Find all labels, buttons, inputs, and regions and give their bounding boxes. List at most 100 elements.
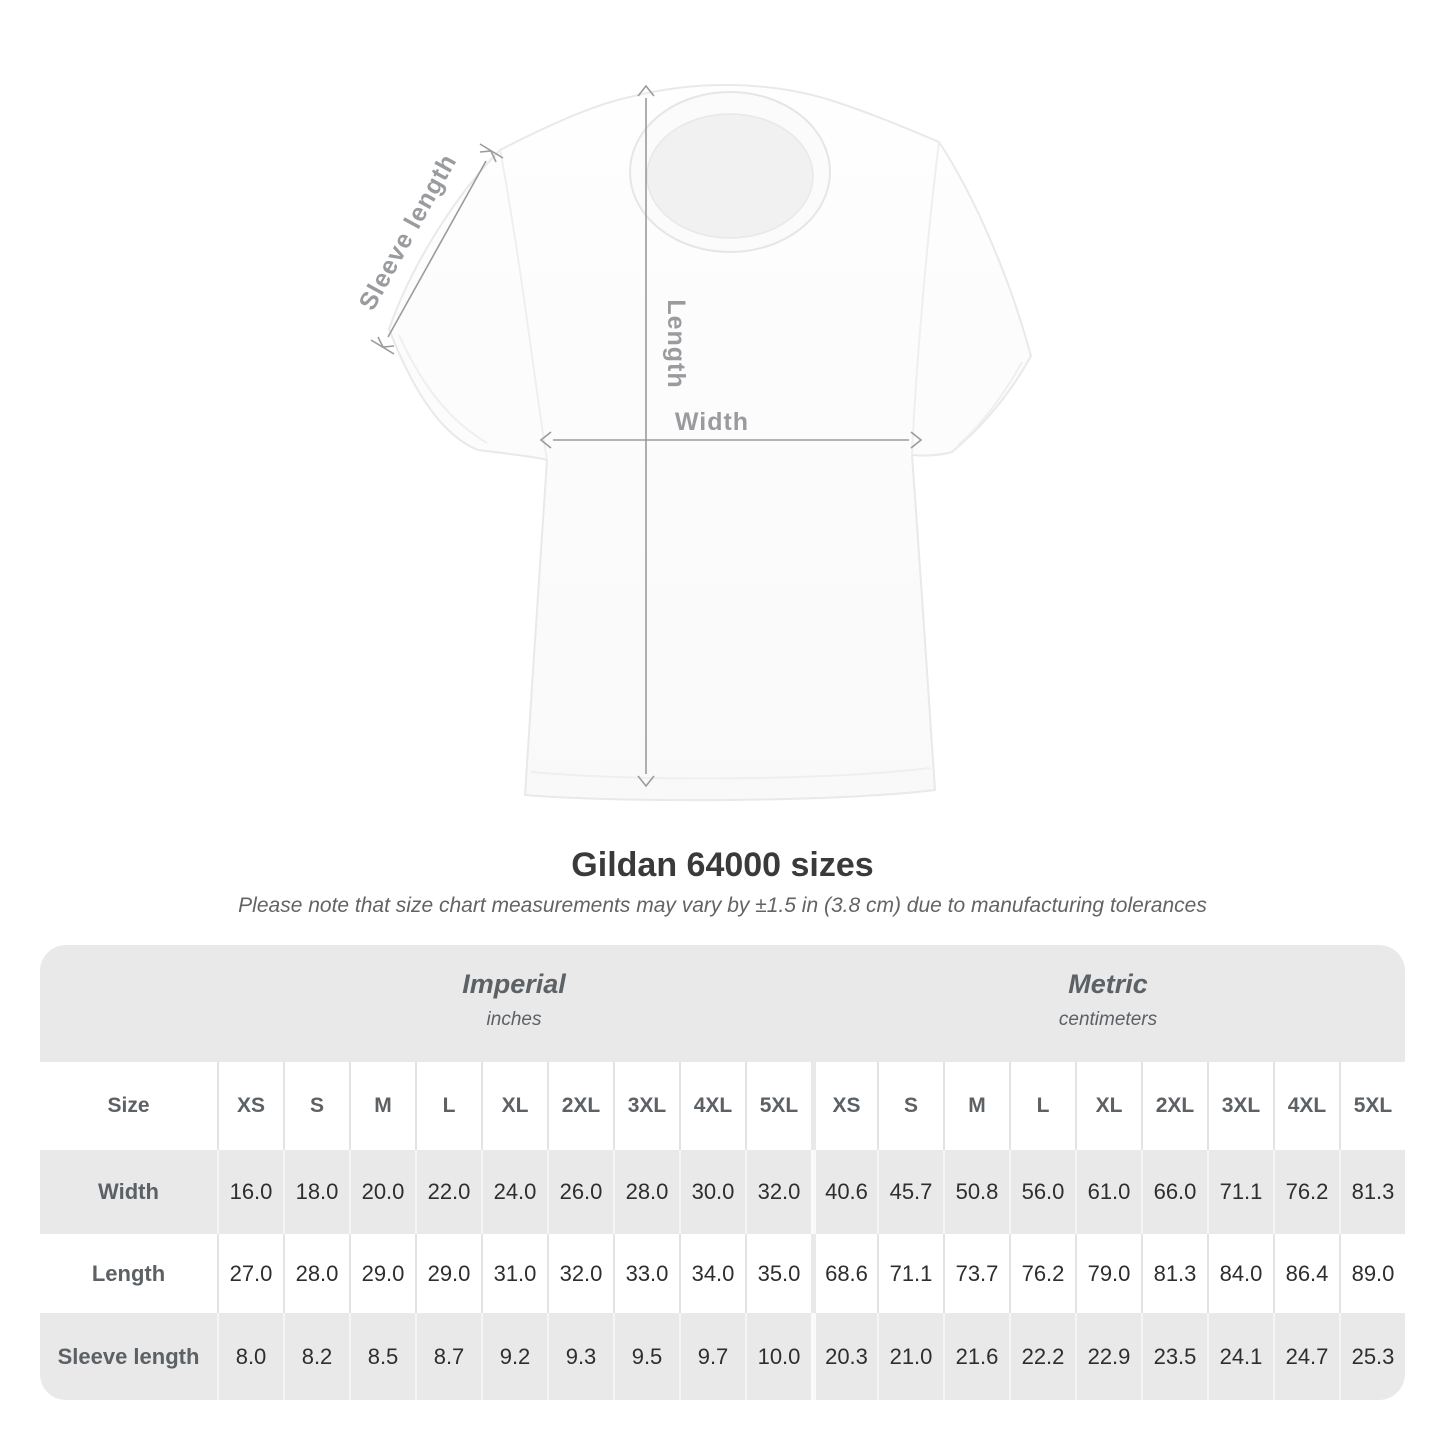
cell-imperial: 34.0	[679, 1234, 745, 1313]
section-header-imperial: Imperial inches	[217, 945, 811, 1062]
cell-imperial: 22.0	[415, 1150, 481, 1234]
sleeve-length-arrow	[370, 143, 504, 355]
cell-metric: 25.3	[1339, 1313, 1405, 1400]
cell-imperial: 8.7	[415, 1313, 481, 1400]
tshirt-body	[387, 83, 1033, 802]
cell-imperial: 24.0	[481, 1150, 547, 1234]
length-arrow	[637, 84, 655, 788]
size-col-header-2xl: 2XL	[547, 1062, 613, 1150]
cell-metric: 45.7	[877, 1150, 943, 1234]
page-title: Gildan 64000 sizes	[571, 846, 874, 884]
cell-metric: 21.0	[877, 1313, 943, 1400]
cell-metric: 40.6	[811, 1150, 877, 1234]
cell-imperial: 9.7	[679, 1313, 745, 1400]
row-label-sleeve-length: Sleeve length	[40, 1313, 217, 1400]
cell-metric: 68.6	[811, 1234, 877, 1313]
cell-metric: 21.6	[943, 1313, 1009, 1400]
cell-imperial: 9.3	[547, 1313, 613, 1400]
row-label-length: Length	[91, 1260, 166, 1286]
cell-metric: 24.7	[1273, 1313, 1339, 1400]
cell-imperial: 20.0	[349, 1150, 415, 1234]
cell-metric: 81.3	[1141, 1234, 1207, 1313]
cell-imperial: 26.0	[547, 1150, 613, 1234]
size-col-header-s: S	[877, 1062, 943, 1150]
hem-stitch	[530, 767, 931, 780]
cell-metric: 71.1	[1207, 1150, 1273, 1234]
width-arrow	[539, 431, 923, 449]
cell-metric: 50.8	[943, 1150, 1009, 1234]
size-col-header-xs: XS	[811, 1062, 877, 1150]
cell-imperial: 32.0	[745, 1150, 811, 1234]
cell-imperial: 32.0	[547, 1234, 613, 1313]
cell-imperial: 29.0	[349, 1234, 415, 1313]
size-col-header-m: M	[943, 1062, 1009, 1150]
section-name: Imperial	[462, 969, 566, 999]
cell-imperial: 33.0	[613, 1234, 679, 1313]
section-header-metric: Metric centimeters	[811, 945, 1405, 1062]
cell-imperial: 29.0	[415, 1234, 481, 1313]
right-sleeve-seam	[911, 141, 940, 456]
cell-metric: 22.9	[1075, 1313, 1141, 1400]
cell-metric: 23.5	[1141, 1313, 1207, 1400]
size-col-header-4xl: 4XL	[679, 1062, 745, 1150]
tolerance-note: Please note that size chart measurements…	[238, 894, 1207, 917]
cell-metric: 20.3	[811, 1313, 877, 1400]
tshirt-illustration	[387, 83, 1033, 802]
length-label: Length	[662, 299, 690, 388]
cell-metric: 56.0	[1009, 1150, 1075, 1234]
cell-imperial: 28.0	[613, 1150, 679, 1234]
size-col-header-xs: XS	[217, 1062, 283, 1150]
collar-opening	[646, 113, 814, 239]
size-col-header-4xl: 4XL	[1273, 1062, 1339, 1150]
cell-imperial: 28.0	[283, 1234, 349, 1313]
left-sleeve-seam	[499, 149, 548, 461]
cell-imperial: 8.2	[283, 1313, 349, 1400]
cell-imperial: 9.2	[481, 1313, 547, 1400]
cell-metric: 84.0	[1207, 1234, 1273, 1313]
measurement-arrows	[370, 84, 923, 788]
tshirt-measurement-diagram: Width Length Sleeve length	[354, 83, 1033, 802]
cell-imperial: 8.0	[217, 1313, 283, 1400]
size-col-header-5xl: 5XL	[745, 1062, 811, 1150]
cell-imperial: 8.5	[349, 1313, 415, 1400]
cell-metric: 89.0	[1339, 1234, 1405, 1313]
cell-imperial: 35.0	[745, 1234, 811, 1313]
width-label: Width	[675, 408, 749, 436]
cell-metric: 71.1	[877, 1234, 943, 1313]
cell-metric: 66.0	[1141, 1150, 1207, 1234]
size-col-header-s: S	[283, 1062, 349, 1150]
cell-imperial: 16.0	[217, 1150, 283, 1234]
size-corner-label: Size	[107, 1094, 150, 1117]
cell-metric: 61.0	[1075, 1150, 1141, 1234]
cell-imperial: 10.0	[745, 1313, 811, 1400]
right-cuff-stitch	[957, 361, 1023, 446]
row-label-width: Width	[40, 1150, 217, 1234]
size-table: Imperial inches Metric centimeters Size XS S M L…	[40, 945, 1405, 1400]
cell-imperial: 27.0	[217, 1234, 283, 1313]
cell-imperial: 31.0	[481, 1234, 547, 1313]
size-col-header-xl: XL	[1075, 1062, 1141, 1150]
left-cuff-stitch	[398, 334, 488, 444]
section-name: Metric	[1068, 969, 1148, 999]
cell-metric: 22.2	[1009, 1313, 1075, 1400]
cell-metric: 76.2	[1009, 1234, 1075, 1313]
cell-imperial: 9.5	[613, 1313, 679, 1400]
size-col-header-l: L	[1009, 1062, 1075, 1150]
cell-metric: 81.3	[1339, 1150, 1405, 1234]
band-corner	[40, 945, 217, 1062]
section-unit: inches	[486, 1009, 542, 1030]
section-unit: centimeters	[1058, 1009, 1158, 1030]
size-col-header-5xl: 5XL	[1339, 1062, 1405, 1150]
size-col-header-2xl: 2XL	[1141, 1062, 1207, 1150]
cell-metric: 24.1	[1207, 1313, 1273, 1400]
cell-metric: 73.7	[943, 1234, 1009, 1313]
size-col-header-l: L	[415, 1062, 481, 1150]
cell-metric: 86.4	[1273, 1234, 1339, 1313]
cell-metric: 79.0	[1075, 1234, 1141, 1313]
cell-imperial: 30.0	[679, 1150, 745, 1234]
cell-metric: 76.2	[1273, 1150, 1339, 1234]
size-col-header-m: M	[349, 1062, 415, 1150]
size-col-header-xl: XL	[481, 1062, 547, 1150]
size-col-header-3xl: 3XL	[1207, 1062, 1273, 1150]
